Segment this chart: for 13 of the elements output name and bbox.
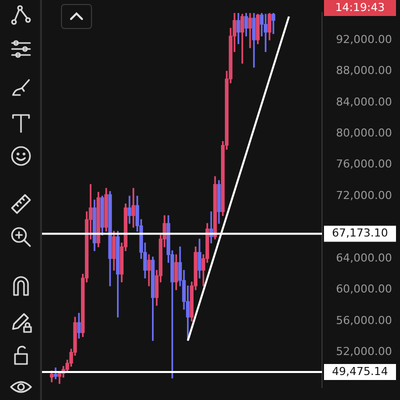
y-tick-label: 56,000.00: [336, 314, 392, 327]
ref-line-label: 49,475.14: [332, 364, 388, 378]
y-tick-label: 80,000.00: [336, 126, 392, 140]
y-tick-label: 84,000.00: [336, 95, 392, 108]
y-tick-label: 76,000.00: [336, 158, 392, 171]
y-tick-label: 88,000.00: [336, 64, 392, 78]
text: 14:19:43: [335, 0, 385, 14]
ref-line-label: 67,173.10: [332, 226, 388, 240]
y-tick-label: 52,000.00: [336, 345, 392, 358]
y-tick-label: 60,000.00: [336, 282, 392, 296]
y-tick-label: 72,000.00: [336, 188, 392, 202]
y-tick-label: 64,000.00: [336, 251, 392, 264]
y-tick-label: 92,000.00: [336, 32, 392, 46]
